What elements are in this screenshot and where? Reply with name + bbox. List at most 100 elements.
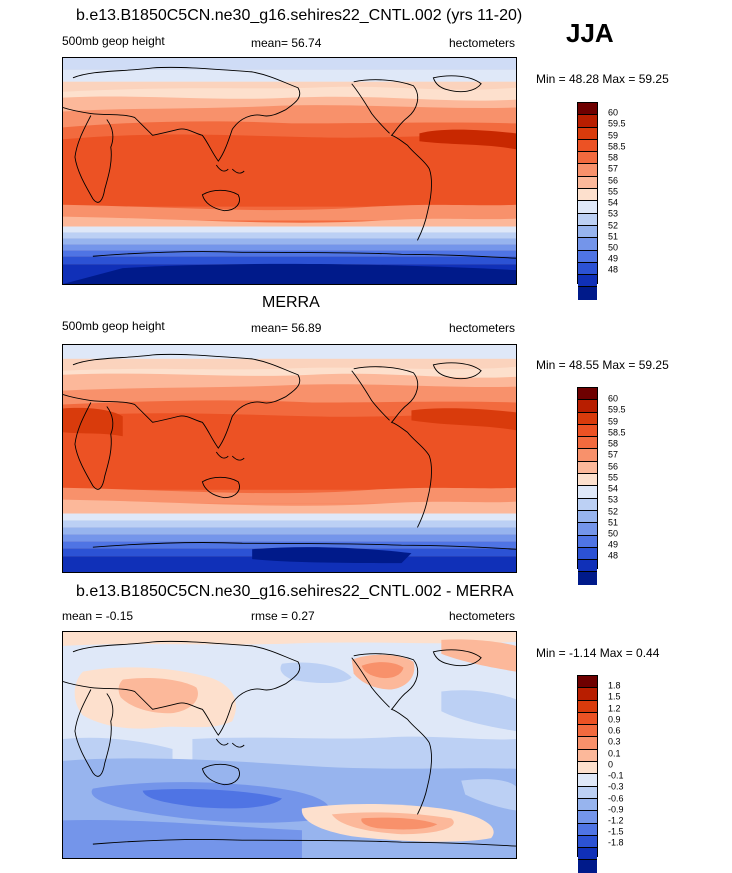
panel1-colorbar-label: 57 bbox=[608, 163, 619, 174]
colorbar-swatch bbox=[578, 103, 597, 116]
panel2-minmax: Min = 48.55 Max = 59.25 bbox=[536, 358, 669, 372]
colorbar-swatch bbox=[578, 250, 597, 263]
colorbar-swatch bbox=[578, 523, 597, 536]
colorbar-swatch bbox=[578, 164, 597, 177]
panel3-colorbar-label: -0.9 bbox=[608, 804, 624, 815]
panel3-colorbar-label: 0 bbox=[608, 759, 614, 770]
panel2-colorbar-label: 54 bbox=[608, 483, 619, 494]
colorbar-swatch bbox=[578, 262, 597, 276]
panel1-colorbar-label: 60 bbox=[608, 107, 619, 118]
colorbar-swatch bbox=[578, 412, 597, 425]
colorbar-swatch bbox=[578, 535, 597, 548]
panel3-title: b.e13.B1850C5CN.ne30_g16.sehires22_CNTL.… bbox=[76, 583, 514, 600]
panel3-colorbar-label: 0.9 bbox=[608, 714, 621, 725]
panel3-colorbar-label: -0.1 bbox=[608, 770, 624, 781]
panel1-colorbar-label: 48 bbox=[608, 264, 619, 275]
colorbar-swatch bbox=[578, 176, 597, 190]
panel3-colorbar-label: -0.3 bbox=[608, 781, 624, 792]
panel2-colorbar-label: 55 bbox=[608, 472, 619, 483]
panel3-colorbar-label: -1.8 bbox=[608, 837, 624, 848]
panel2-title: MERRA bbox=[262, 294, 320, 311]
colorbar-swatch bbox=[578, 510, 597, 524]
panel3-map bbox=[62, 631, 517, 859]
colorbar-swatch bbox=[578, 712, 597, 726]
panel1-units: hectometers bbox=[449, 36, 516, 50]
colorbar-swatch bbox=[578, 152, 597, 165]
panel2-mean: mean= 56.89 bbox=[251, 321, 322, 335]
panel1-title: b.e13.B1850C5CN.ne30_g16.sehires22_CNTL.… bbox=[76, 7, 523, 24]
colorbar-swatch bbox=[578, 762, 597, 775]
panel2-colorbar-label: 50 bbox=[608, 528, 619, 539]
colorbar-swatch bbox=[578, 486, 597, 499]
panel2-map bbox=[62, 344, 517, 573]
panel2-colorbar-label: 49 bbox=[608, 539, 619, 550]
panel2-colorbar-label: 59.5 bbox=[608, 404, 626, 415]
panel2-colorbar-label: 60 bbox=[608, 393, 619, 404]
colorbar-swatch bbox=[578, 201, 597, 214]
panel3-colorbar-label: 1.2 bbox=[608, 703, 621, 714]
panel3-colorbar-label: -1.2 bbox=[608, 815, 624, 826]
panel2-units: hectometers bbox=[449, 321, 516, 335]
colorbar-swatch bbox=[578, 737, 597, 750]
colorbar-swatch bbox=[578, 676, 597, 689]
colorbar-swatch bbox=[578, 225, 597, 239]
colorbar-swatch bbox=[578, 786, 597, 799]
panel1-colorbar bbox=[577, 102, 598, 300]
panel2-colorbar-label: 59 bbox=[608, 416, 619, 427]
panel1-colorbar-label: 50 bbox=[608, 242, 619, 253]
panel1-colorbar-label: 51 bbox=[608, 231, 619, 242]
panel3-colorbar-label: 0.1 bbox=[608, 748, 621, 759]
panel3-colorbar-label: 0.3 bbox=[608, 736, 621, 747]
panel1-colorbar-label: 59.5 bbox=[608, 118, 626, 129]
panel1-colorbar-label: 59 bbox=[608, 130, 619, 141]
panel1-colorbar-label: 52 bbox=[608, 220, 619, 231]
panel1-colorbar-label: 49 bbox=[608, 253, 619, 264]
panel2-colorbar-label: 53 bbox=[608, 494, 619, 505]
colorbar-swatch bbox=[578, 835, 597, 849]
colorbar-swatch bbox=[578, 860, 597, 873]
panel2-colorbar-label: 58.5 bbox=[608, 427, 626, 438]
colorbar-swatch bbox=[578, 688, 597, 701]
colorbar-swatch bbox=[578, 798, 597, 812]
colorbar-swatch bbox=[578, 823, 597, 836]
colorbar-swatch bbox=[578, 811, 597, 824]
panel2-colorbar-label: 56 bbox=[608, 461, 619, 472]
colorbar-swatch bbox=[578, 115, 597, 128]
colorbar-swatch bbox=[578, 139, 597, 153]
colorbar-swatch bbox=[578, 560, 597, 573]
panel1-colorbar-label: 55 bbox=[608, 186, 619, 197]
panel1-colorbar-label: 54 bbox=[608, 197, 619, 208]
colorbar-swatch bbox=[578, 749, 597, 763]
panel1-minmax: Min = 48.28 Max = 59.25 bbox=[536, 72, 669, 86]
panel3-colorbar-label: 1.8 bbox=[608, 680, 621, 691]
panel2-field-label: 500mb geop height bbox=[62, 319, 165, 333]
panel2-colorbar-label: 58 bbox=[608, 438, 619, 449]
colorbar-swatch bbox=[578, 547, 597, 561]
colorbar-swatch bbox=[578, 424, 597, 438]
panel3-colorbar-label: 0.6 bbox=[608, 725, 621, 736]
panel2-colorbar-label: 51 bbox=[608, 517, 619, 528]
panel1-colorbar-label: 58 bbox=[608, 152, 619, 163]
colorbar-swatch bbox=[578, 238, 597, 251]
colorbar-swatch bbox=[578, 474, 597, 487]
panel1-colorbar-label: 58.5 bbox=[608, 141, 626, 152]
panel2-colorbar bbox=[577, 387, 598, 585]
colorbar-swatch bbox=[578, 700, 597, 713]
panel3-units: hectometers bbox=[449, 609, 516, 623]
colorbar-swatch bbox=[578, 848, 597, 861]
panel3-minmax: Min = -1.14 Max = 0.44 bbox=[536, 646, 660, 660]
panel3-colorbar bbox=[577, 675, 598, 873]
panel1-mean: mean= 56.74 bbox=[251, 36, 322, 50]
colorbar-swatch bbox=[578, 461, 597, 475]
panel3-colorbar-label: 1.5 bbox=[608, 691, 621, 702]
panel3-colorbar-label: -0.6 bbox=[608, 793, 624, 804]
colorbar-swatch bbox=[578, 572, 597, 585]
panel3-rmse: rmse = 0.27 bbox=[251, 609, 315, 623]
colorbar-swatch bbox=[578, 774, 597, 787]
colorbar-swatch bbox=[578, 400, 597, 413]
panel2-colorbar-label: 48 bbox=[608, 550, 619, 561]
panel1-map bbox=[62, 57, 517, 285]
colorbar-swatch bbox=[578, 275, 597, 288]
season-label: JJA bbox=[566, 18, 614, 48]
colorbar-swatch bbox=[578, 498, 597, 511]
